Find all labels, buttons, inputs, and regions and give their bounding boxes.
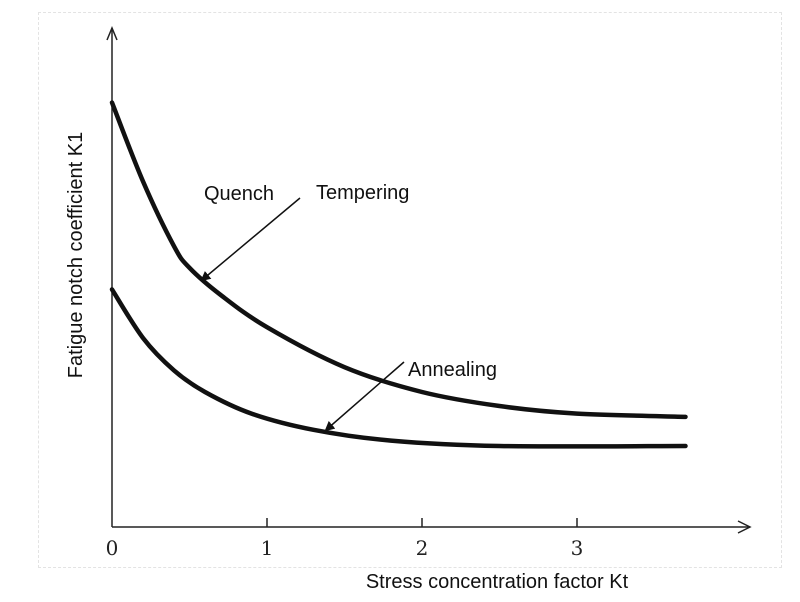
annealing-label: Annealing [408, 359, 497, 381]
x-axis-title: Stress concentration factor Kt [366, 571, 629, 593]
x-tick-label: 1 [261, 536, 274, 560]
x-axis [112, 520, 752, 534]
annealing-arrow [324, 361, 405, 432]
y-axis [106, 26, 118, 527]
x-tick-label: 0 [106, 536, 119, 560]
y-axis-title: Fatigue notch coefficient K1 [65, 132, 87, 378]
curves [109, 100, 688, 449]
quench-tempering-curve [109, 100, 688, 420]
curve-annotations: Quench Tempering Annealing [200, 182, 497, 432]
quench-tempering-arrow [200, 197, 301, 282]
annealing-curve [109, 287, 688, 449]
figure-frame [38, 12, 782, 568]
x-ticks: 0 1 2 3 [106, 518, 584, 560]
quench-label: Quench [204, 183, 274, 205]
x-tick-label: 3 [571, 536, 584, 560]
tempering-label: Tempering [316, 182, 409, 204]
x-tick-label: 2 [416, 536, 429, 560]
